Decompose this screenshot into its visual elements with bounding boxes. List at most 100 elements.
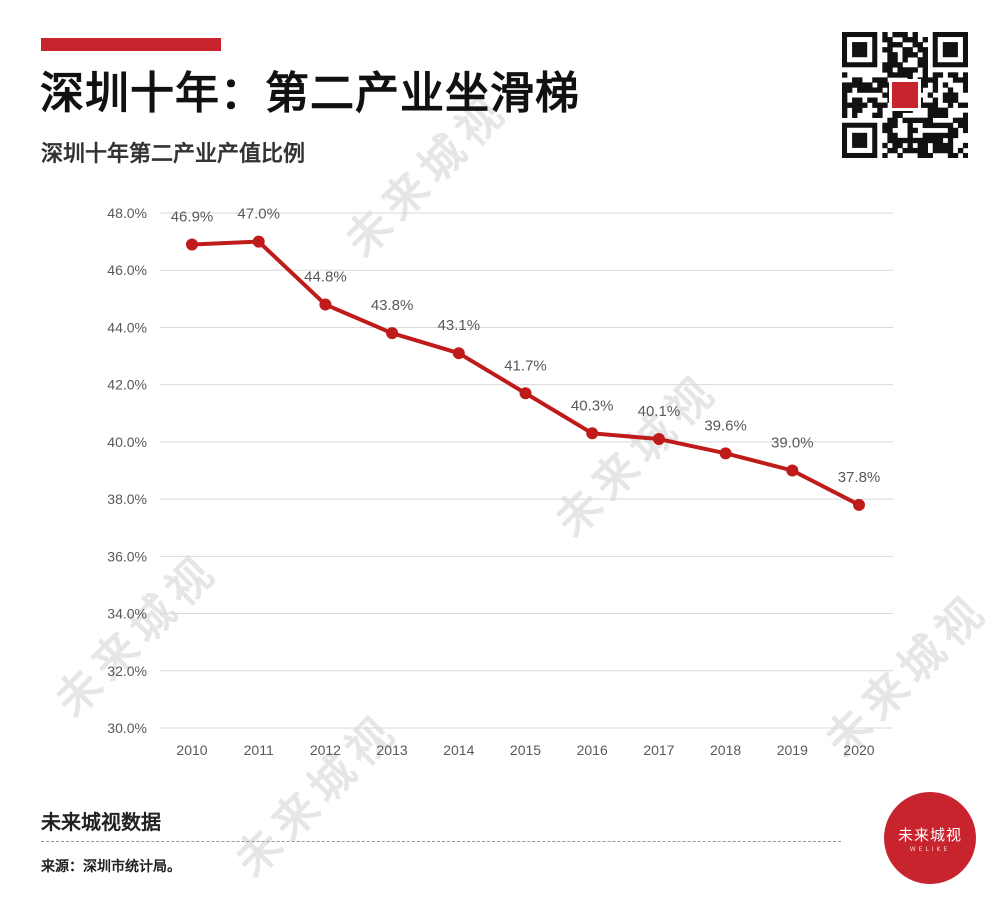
qr-module [877,87,883,93]
qr-module [922,82,928,88]
footer-divider [41,841,841,842]
qr-module [892,122,898,129]
qr-module [907,132,913,139]
qr-module [857,107,863,113]
qr-module [952,72,959,78]
qr-module [917,62,923,68]
qr-module [942,112,949,118]
qr-module [847,82,853,88]
qr-module [887,42,893,48]
qr-module [852,77,858,83]
data-point [786,464,799,477]
qr-finder-core [942,42,958,58]
qr-module [892,132,898,139]
qr-module [942,92,949,98]
y-tick-label: 32.0% [107,663,147,679]
qr-module [957,122,964,129]
series-layer [186,235,865,511]
qr-module [952,92,959,98]
qr-module [927,112,934,118]
qr-module [882,62,888,68]
qr-module [877,107,883,113]
qr-module [922,122,928,129]
brand-badge: 未来城视 WELIKE [884,792,976,884]
qr-module [867,82,873,88]
page-title: 深圳十年：第二产业坐滑梯 [40,68,580,119]
qr-module [887,117,893,124]
qr-module [952,77,959,83]
qr-module [962,72,968,78]
x-tick-label: 2013 [377,742,408,758]
qr-module [937,122,944,129]
data-point [853,498,865,511]
data-label: 46.9% [171,208,214,225]
qr-module [897,112,903,118]
qr-module [882,37,888,43]
qr-module [902,147,908,154]
footer-brand: 未来城视数据 [41,810,161,834]
qr-module [887,37,893,43]
qr-module [922,152,928,158]
qr-module [842,112,848,118]
qr-module [947,97,954,103]
qr-module [952,97,959,103]
qr-module [922,132,928,139]
qr-module [932,97,939,103]
qr-module [907,72,913,78]
qr-module [877,82,883,88]
qr-module [917,147,923,154]
qr-module [887,52,893,58]
qr-module [952,127,959,134]
qr-module [892,112,898,118]
qr-module [922,102,928,108]
qr-module [907,52,913,58]
qr-module [942,82,949,88]
qr-module [887,47,893,53]
qr-module [927,77,934,83]
qr-module [922,57,928,63]
qr-module [927,92,934,98]
qr-module [887,62,893,68]
qr-module [937,72,944,78]
qr-module [902,57,908,63]
qr-module [952,117,959,124]
qr-module [917,137,923,144]
data-label: 41.7% [504,357,547,374]
qr-module [842,102,848,108]
qr-module [902,37,908,43]
qr-module [872,112,878,118]
qr-module [962,82,968,88]
qr-module [857,77,863,83]
data-point [652,433,665,446]
data-point [719,447,732,460]
qr-module [882,152,888,158]
qr-module [897,67,903,73]
qr-module [877,102,883,108]
qr-module [902,67,908,73]
qr-module [917,117,923,124]
data-point [586,427,599,440]
qr-module [877,112,883,118]
qr-module [852,82,858,88]
qr-module [937,132,944,139]
qr-module [942,132,949,139]
qr-module [922,72,928,78]
data-label: 40.1% [638,403,681,420]
qr-module [952,132,959,139]
data-point [452,347,465,360]
qr-module [882,122,888,129]
qr-module [907,147,913,154]
qr-module [847,87,853,93]
x-tick-label: 2016 [577,742,608,758]
qr-module [892,137,898,144]
qr-module [932,77,939,83]
qr-module [947,102,954,108]
x-tick-label: 2019 [777,742,808,758]
data-point [319,298,332,311]
qr-module [897,137,903,144]
qr-module [862,87,868,93]
qr-module [912,117,918,124]
qr-module [922,47,928,53]
qr-module [932,87,939,93]
qr-module [912,52,918,58]
